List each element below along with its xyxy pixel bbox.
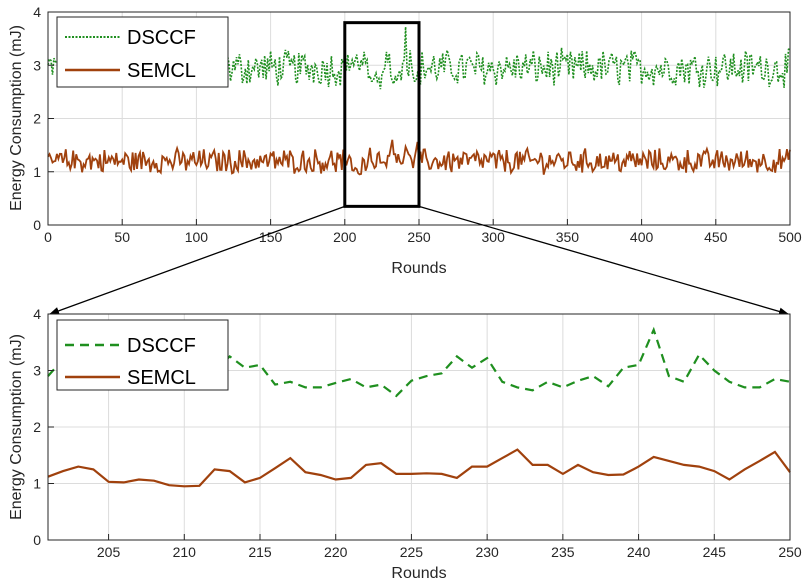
top-x-tick-label: 50 [114, 229, 130, 245]
top-legend-semcl-label: SEMCL [127, 60, 196, 82]
zoom-arrow-right [418, 205, 789, 316]
bottom-x-tick-label: 250 [778, 544, 802, 560]
bottom-series-dsccf-line [47, 326, 791, 398]
bottom-legend-semcl-label: SEMCL [127, 367, 196, 389]
zoom-arrows [49, 205, 789, 316]
bottom-x-tick-label: 245 [703, 544, 727, 560]
bottom-x-axis-label: Rounds [391, 565, 446, 582]
top-plot-panel: 0 50 100 150 200 250 300 350 400 450 500 0 1 2 3 4 Roun… [8, 4, 802, 277]
bottom-plot-panel: 205 210 215 220 225 230 235 240 245 250 0 1 2 3 4 Roun… [8, 306, 802, 582]
top-y-tick-label: 3 [33, 57, 41, 73]
bottom-x-tick-label: 240 [627, 544, 651, 560]
bottom-x-tick-label: 225 [400, 544, 424, 560]
bottom-x-tick-label: 220 [324, 544, 348, 560]
bottom-x-tick-label: 210 [173, 544, 197, 560]
bottom-tick-labels: 205 210 215 220 225 230 235 240 245 250 0 1 2 3 4 [33, 306, 802, 560]
top-x-tick-label: 0 [44, 229, 52, 245]
bottom-series-lines [47, 326, 791, 488]
bottom-y-tick-label: 1 [33, 476, 41, 492]
bottom-x-tick-label: 230 [475, 544, 499, 560]
top-legend-dsccf-label: DSCCF [127, 27, 196, 49]
top-legend-box [56, 16, 229, 88]
top-x-tick-label: 300 [482, 229, 506, 245]
bottom-legend: DSCCF SEMCL [56, 319, 229, 391]
top-tick-labels: 0 50 100 150 200 250 300 350 400 450 500 0 1 2 3 4 [33, 4, 802, 245]
top-legend: DSCCF SEMCL [56, 16, 229, 88]
top-y-tick-label: 2 [33, 111, 41, 127]
bottom-x-tick-label: 215 [248, 544, 272, 560]
bottom-y-tick-label: 4 [33, 306, 41, 322]
top-x-tick-label: 100 [185, 229, 209, 245]
top-x-tick-label: 400 [630, 229, 654, 245]
top-y-tick-label: 4 [33, 4, 41, 20]
bottom-y-tick-label: 2 [33, 419, 41, 435]
bottom-y-tick-label: 0 [33, 532, 41, 548]
top-y-tick-label: 1 [33, 164, 41, 180]
bottom-y-tick-label: 3 [33, 363, 41, 379]
zoom-box [343, 21, 421, 208]
top-x-tick-label: 150 [259, 229, 283, 245]
bottom-series-semcl-line [47, 448, 791, 488]
top-x-tick-label: 500 [778, 229, 802, 245]
top-x-axis-label: Rounds [391, 260, 446, 277]
top-x-tick-label: 450 [704, 229, 728, 245]
bottom-legend-dsccf-label: DSCCF [127, 335, 196, 357]
bottom-x-tick-label: 235 [551, 544, 575, 560]
zoom-arrow-left [49, 205, 346, 315]
top-x-tick-label: 350 [556, 229, 580, 245]
top-x-tick-label: 250 [407, 229, 431, 245]
top-x-tick-label: 200 [333, 229, 357, 245]
bottom-legend-box [56, 319, 229, 391]
top-y-tick-label: 0 [33, 217, 41, 233]
top-y-axis-label: Energy Consumption (mJ) [8, 25, 25, 211]
bottom-y-axis-label: Energy Consumption (mJ) [8, 334, 25, 520]
bottom-x-tick-label: 205 [97, 544, 121, 560]
